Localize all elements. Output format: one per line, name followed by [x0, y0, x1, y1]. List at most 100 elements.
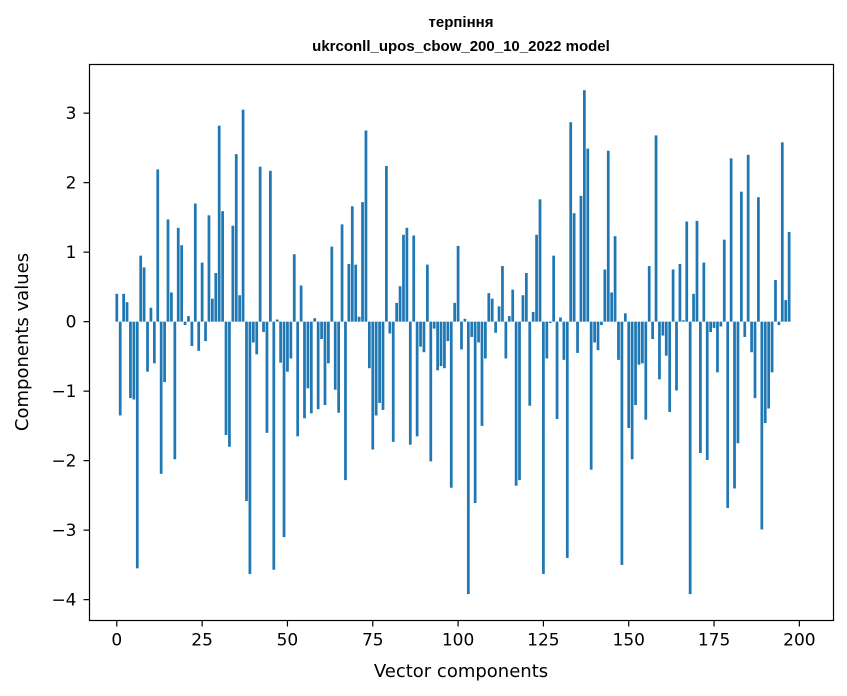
bar-component-43 — [262, 321, 265, 333]
bar-component-72 — [361, 202, 364, 322]
bar-component-187 — [753, 321, 757, 399]
bar-component-21 — [187, 316, 190, 322]
bar-component-24 — [197, 321, 201, 351]
bar-component-156 — [647, 266, 651, 322]
bar-component-171 — [699, 321, 702, 453]
bar-component-119 — [521, 295, 525, 322]
bar-component-164 — [675, 321, 678, 391]
bar-component-104 — [470, 321, 474, 337]
bar-component-140 — [593, 321, 596, 343]
bar-component-82 — [395, 302, 399, 322]
bar-component-150 — [627, 321, 631, 428]
bar-component-186 — [750, 321, 753, 353]
bar-component-197 — [787, 232, 791, 322]
bar-component-161 — [664, 321, 668, 356]
bar-component-166 — [681, 320, 685, 322]
bar-component-30 — [217, 125, 221, 322]
bar-component-31 — [221, 211, 224, 322]
bar-component-8 — [142, 267, 146, 322]
bar-component-95 — [439, 321, 443, 367]
bar-component-179 — [726, 321, 730, 508]
bar-component-3 — [125, 302, 129, 322]
y-axis-label: Components values — [12, 253, 33, 431]
bar-component-191 — [767, 321, 771, 409]
bar-component-68 — [347, 263, 351, 322]
bar-component-5 — [132, 321, 136, 400]
bar-component-188 — [757, 197, 760, 322]
bar-component-136 — [579, 195, 583, 322]
bar-component-115 — [507, 316, 511, 322]
x-tick-label: 200 — [783, 631, 815, 651]
bar-component-118 — [518, 321, 521, 481]
bar-component-57 — [309, 321, 313, 414]
bar-component-38 — [245, 321, 248, 501]
bar-component-66 — [340, 224, 344, 322]
bar-component-91 — [426, 264, 429, 322]
bar-component-192 — [770, 321, 774, 373]
bar-component-60 — [320, 321, 323, 340]
bar-component-159 — [658, 321, 661, 380]
bar-component-98 — [449, 321, 453, 488]
bar-component-7 — [139, 255, 143, 322]
bar-component-142 — [600, 321, 603, 326]
bar-component-81 — [391, 321, 395, 442]
bar-component-41 — [255, 321, 259, 355]
bar-component-14 — [163, 321, 166, 383]
bar-component-44 — [265, 321, 269, 433]
bar-component-70 — [354, 264, 358, 322]
bar-component-127 — [548, 321, 552, 324]
y-tick-label: −2 — [51, 452, 76, 472]
bar-component-67 — [344, 321, 347, 481]
bar-component-105 — [473, 321, 477, 504]
bar-component-0 — [115, 293, 119, 322]
bar-component-20 — [183, 321, 187, 326]
y-tick-label: −1 — [51, 382, 76, 402]
bar-component-84 — [402, 234, 405, 322]
bar-component-99 — [453, 302, 457, 322]
bar-component-87 — [412, 235, 416, 322]
bar-component-195 — [780, 142, 784, 322]
bar-component-61 — [323, 321, 327, 406]
bar-component-88 — [415, 321, 419, 437]
bar-component-122 — [531, 311, 535, 322]
bar-component-76 — [374, 321, 378, 416]
bar-component-28 — [211, 298, 214, 322]
bar-component-9 — [146, 321, 149, 372]
bar-component-178 — [722, 239, 726, 322]
bar-component-131 — [562, 321, 566, 360]
bar-component-101 — [460, 321, 463, 350]
bar-component-69 — [350, 206, 354, 322]
bar-component-181 — [733, 321, 736, 489]
bar-component-83 — [398, 286, 402, 322]
bar-component-18 — [176, 227, 180, 322]
bar-component-132 — [565, 321, 569, 558]
bar-component-51 — [289, 321, 293, 359]
bar-component-174 — [709, 321, 712, 333]
bar-component-183 — [739, 191, 743, 322]
bar-component-110 — [490, 298, 494, 322]
bar-component-62 — [327, 321, 330, 364]
bar-component-89 — [419, 321, 422, 347]
bar-component-12 — [156, 169, 160, 322]
bar-component-75 — [371, 321, 375, 450]
bar-component-93 — [432, 321, 436, 329]
bar-component-79 — [385, 165, 388, 322]
bar-component-40 — [251, 321, 255, 343]
bar-component-59 — [316, 321, 320, 410]
bar-component-170 — [695, 220, 699, 322]
bar-component-102 — [463, 318, 467, 322]
bar-component-27 — [207, 215, 211, 322]
bar-component-47 — [275, 319, 279, 322]
x-tick-label: 0 — [111, 631, 122, 651]
bar-component-137 — [583, 90, 586, 322]
bar-component-194 — [777, 321, 781, 326]
bar-component-172 — [702, 262, 706, 322]
bar-component-49 — [282, 321, 286, 538]
bar-component-32 — [224, 321, 228, 435]
bar-component-113 — [501, 266, 504, 322]
bar-component-56 — [306, 321, 310, 389]
bar-component-175 — [712, 321, 716, 328]
x-axis-label: Vector components — [374, 661, 548, 682]
bar-component-42 — [258, 166, 262, 322]
bar-component-103 — [466, 321, 470, 595]
